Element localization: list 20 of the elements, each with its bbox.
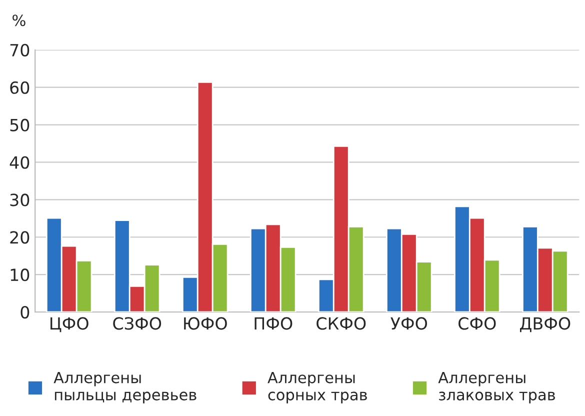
y-tick-label: 40 (10, 156, 30, 169)
legend-label: Аллергены пыльцы деревьев (54, 372, 196, 404)
y-tick-label: 60 (10, 81, 30, 94)
y-tick-label: 30 (10, 194, 30, 206)
y-tick-label: 0 (20, 306, 30, 319)
legend-label: Аллергены злаковых трав (438, 372, 555, 404)
x-tick-label: ДВФО (520, 317, 570, 332)
y-axis-title: % (12, 14, 26, 26)
x-tick-label: ЦФО (50, 317, 88, 332)
x-tick-label: СЗФО (113, 317, 162, 330)
x-tick-label: СФО (458, 317, 496, 330)
y-tick-label: 10 (10, 268, 30, 282)
x-tick-label: СКФО (316, 317, 366, 330)
y-tick-label: 20 (10, 231, 30, 244)
x-tick-label: ЮФО (184, 317, 227, 330)
x-tick-label: УФО (390, 317, 428, 330)
y-tick-label: 70 (10, 44, 30, 56)
legend-label: Аллергены сорных трав (268, 372, 367, 404)
y-tick-label: 50 (10, 118, 30, 132)
x-tick-label: ПФО (254, 317, 292, 330)
